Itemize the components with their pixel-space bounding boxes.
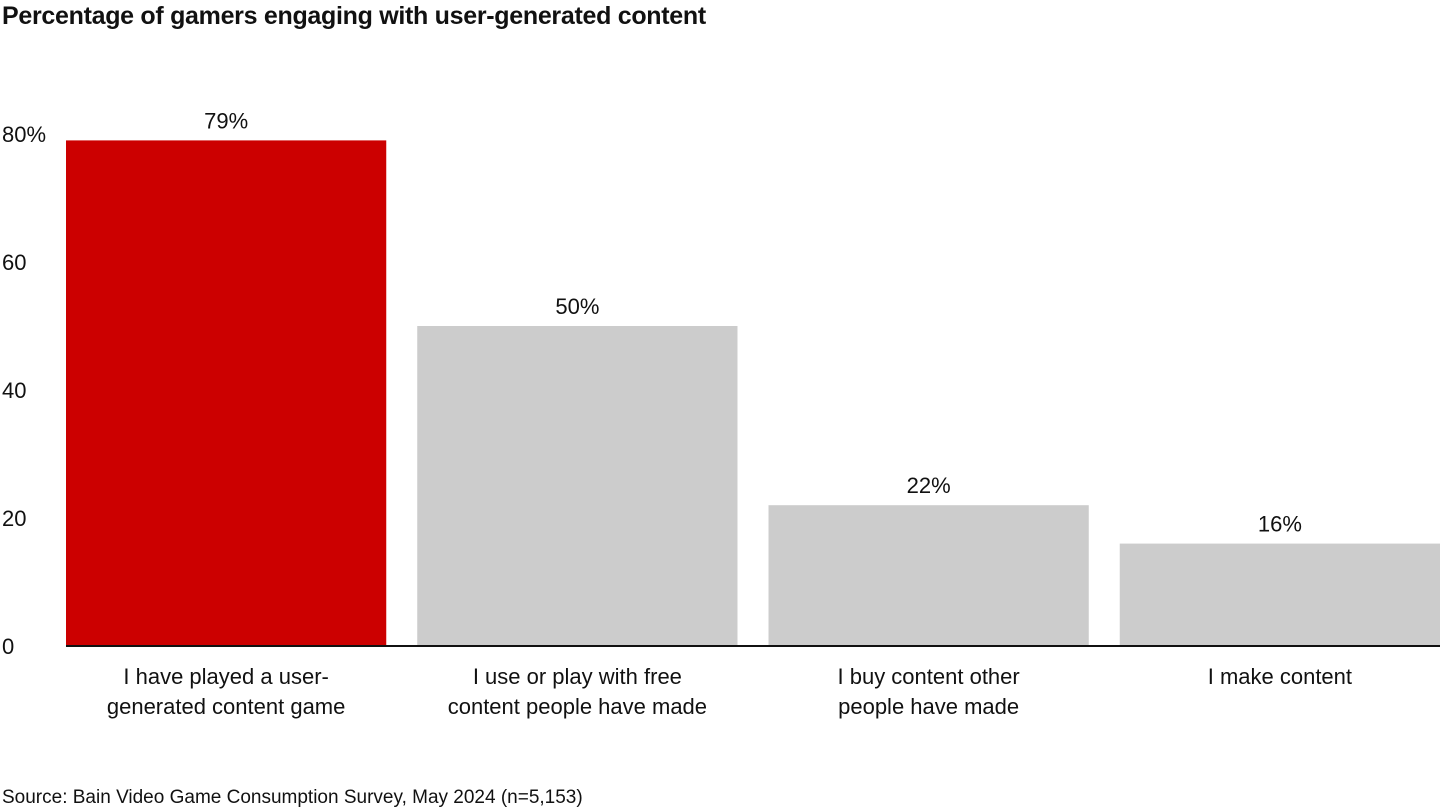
category-label: I use or play with free — [473, 664, 682, 689]
data-label: 50% — [555, 294, 599, 319]
y-tick-label: 20 — [2, 506, 26, 531]
category-label: people have made — [838, 694, 1019, 719]
y-tick-label: 0 — [2, 634, 14, 659]
y-tick-label: 60 — [2, 250, 26, 275]
y-axis: 0 20 40 60 80% — [2, 122, 46, 659]
chart-title: Percentage of gamers engaging with user-… — [2, 2, 706, 30]
category-label: I have played a user- — [123, 664, 328, 689]
bar — [768, 505, 1089, 646]
data-labels: 79% 50% 22% 16% — [204, 108, 1302, 536]
source-note: Source: Bain Video Game Consumption Surv… — [2, 787, 583, 808]
bar-chart: 0 20 40 60 80% 79% 50% 22% 16% I have played a … — [2, 108, 1440, 719]
data-label: 79% — [204, 108, 248, 133]
bar — [1119, 543, 1440, 646]
data-label: 16% — [1258, 512, 1302, 537]
category-label: I make content — [1208, 664, 1352, 689]
category-labels: I have played a user-generated content g… — [107, 664, 1352, 719]
category-label: generated content game — [107, 694, 346, 719]
bar — [417, 326, 738, 646]
y-tick-label: 80% — [2, 122, 46, 147]
category-label: I buy content other — [838, 664, 1020, 689]
category-label: content people have made — [448, 694, 707, 719]
bar — [66, 140, 387, 646]
data-label: 22% — [907, 473, 951, 498]
bars — [66, 140, 1440, 646]
y-tick-label: 40 — [2, 378, 26, 403]
